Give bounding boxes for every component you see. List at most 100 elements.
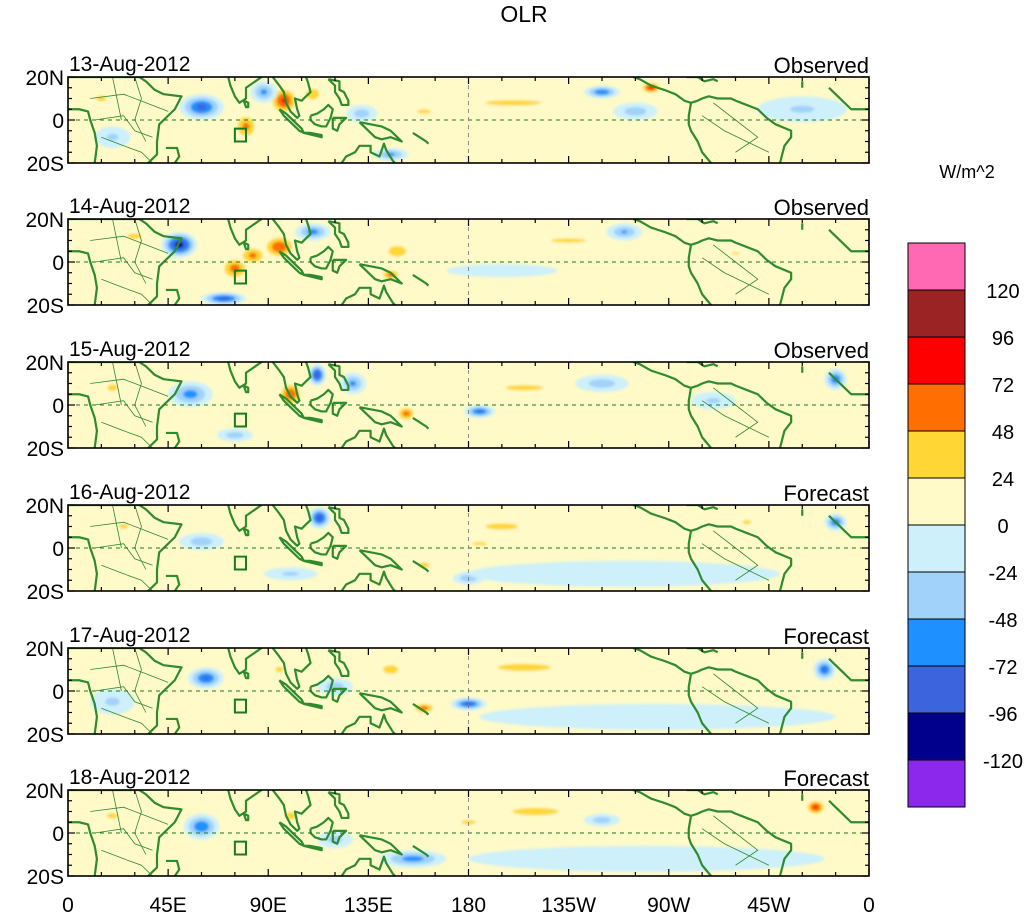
anomaly-contour [106, 813, 119, 819]
coastlines [68, 219, 869, 305]
anomaly-field [90, 658, 836, 730]
anomaly-contour [202, 676, 210, 681]
y-tick-label: 0 [52, 395, 64, 418]
tick-marks [67, 647, 870, 735]
region-box [233, 840, 247, 856]
colorbar-label: -96 [989, 704, 1018, 726]
y-tick-label: 20S [27, 438, 64, 461]
coastlines [68, 648, 869, 734]
anomaly-contour [349, 380, 357, 387]
anomaly-contour [822, 667, 827, 672]
x-axis: 0 45E 90E 135E 180 135W 90W 45W 0 [62, 894, 875, 917]
anomaly-contour [127, 233, 142, 239]
colorbar-swatch [907, 289, 966, 338]
coastline [327, 506, 350, 535]
country-border [701, 543, 770, 581]
country-border [94, 828, 153, 851]
coastline [358, 263, 403, 285]
country-border [134, 790, 147, 855]
tick-marks [67, 76, 870, 164]
coastline [327, 220, 350, 249]
coastline [632, 505, 793, 591]
colorbar-swatch [907, 665, 966, 714]
colorbar-label: 24 [992, 469, 1014, 491]
coastline [686, 505, 719, 511]
coastlines [68, 77, 869, 163]
colorbar: 120 96 72 48 24 0 -24 -48 -72 -96 -120 [907, 242, 1023, 808]
coastline [632, 648, 793, 734]
y-tick-label: 20N [25, 67, 64, 90]
country-border [134, 505, 147, 570]
country-border [90, 378, 169, 397]
coastline [412, 131, 430, 145]
country-border [713, 815, 759, 866]
x-tick-label: 0 [863, 894, 875, 917]
coastline [68, 648, 183, 734]
coastline [68, 790, 183, 876]
coastline [412, 702, 430, 716]
country-border [90, 806, 169, 825]
country-border [94, 686, 153, 709]
anomaly-contour [790, 105, 815, 113]
coastline [227, 77, 263, 104]
coastline [309, 388, 334, 413]
anomaly-contour [620, 230, 628, 234]
coastline [327, 649, 350, 678]
coastline [227, 219, 263, 246]
coastlines [68, 362, 869, 448]
country-border [112, 505, 122, 549]
colorbar-label: -24 [989, 563, 1018, 585]
y-tick-label: 20N [25, 638, 64, 661]
anomaly-contour [196, 104, 207, 111]
anomaly-contour [593, 816, 611, 824]
country-border [713, 673, 759, 724]
anomaly-contour [315, 514, 323, 522]
coastline [340, 713, 396, 734]
coastline [340, 427, 396, 448]
coastline [828, 228, 869, 253]
panel-label: Forecast [783, 481, 869, 506]
y-tick-label: 0 [52, 252, 64, 275]
colorbar-swatch [907, 336, 966, 385]
panel-label: Observed [774, 338, 869, 363]
coastline [303, 844, 323, 852]
colorbar-swatch [907, 571, 966, 620]
country-border [101, 707, 153, 734]
colorbar-swatch [907, 430, 966, 479]
region-box [233, 127, 247, 143]
panel-1: 13-Aug-2012 Observed 20N 0 20S [25, 53, 870, 176]
coastline [68, 219, 183, 305]
country-border [701, 115, 770, 153]
coastline [331, 544, 348, 560]
country-border [701, 400, 770, 438]
coastline [227, 505, 263, 532]
anomaly-contour [190, 537, 213, 546]
panel-label: Observed [774, 195, 869, 220]
chart-title: OLR [500, 1, 547, 27]
anomaly-contour [226, 431, 244, 439]
coastline [242, 527, 250, 537]
coastline [828, 86, 869, 111]
anomaly-contour [194, 821, 209, 832]
anomaly-contour [624, 107, 647, 116]
country-border [90, 235, 169, 254]
panel-3: 15-Aug-2012 Observed 20N 0 20S [25, 338, 870, 461]
anomaly-field [85, 81, 847, 161]
coastline [331, 687, 348, 703]
country-border [101, 421, 153, 448]
anomaly-contour [105, 697, 120, 706]
y-tick-label: 20S [27, 153, 64, 176]
coastline [242, 670, 250, 680]
colorbar-label: 120 [986, 281, 1019, 303]
coastline [687, 387, 712, 448]
coastline [412, 844, 430, 858]
y-tick-label: 20S [27, 581, 64, 604]
panel-2: 14-Aug-2012 Observed 20N 0 20S [25, 195, 870, 318]
anomaly-contour [118, 524, 129, 529]
coastline [165, 859, 181, 876]
colorbar-swatch [907, 759, 966, 808]
coastline [687, 673, 712, 734]
colorbar-swatch [907, 618, 966, 667]
coastline [331, 258, 348, 274]
